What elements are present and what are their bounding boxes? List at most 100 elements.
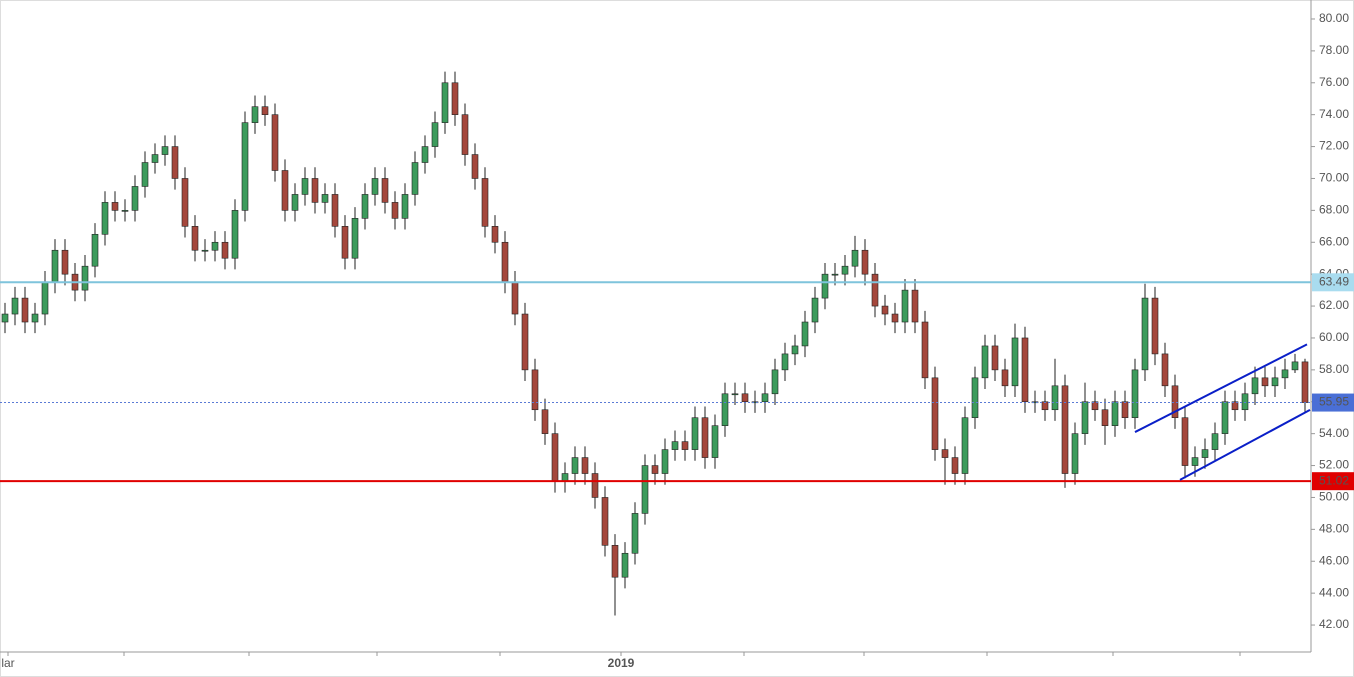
candle-body	[501, 241, 509, 283]
candle-body	[471, 154, 479, 179]
candle-body	[1181, 417, 1189, 466]
candle-body	[1201, 449, 1209, 458]
candle-body	[1151, 297, 1159, 355]
candle-body	[981, 345, 989, 379]
candle-body	[1001, 369, 1009, 387]
candle-body	[111, 202, 119, 211]
candle-body	[721, 393, 729, 426]
price-label: 51.02	[1319, 473, 1349, 487]
candle-body	[861, 249, 869, 275]
candle-body	[251, 106, 259, 123]
candle-body	[101, 202, 109, 235]
candle-body	[371, 178, 379, 195]
candle-body	[341, 226, 349, 259]
candle-body	[411, 162, 419, 195]
x-tick-label: 2019	[608, 656, 635, 670]
candle-body	[511, 281, 519, 315]
candle-body	[851, 249, 859, 267]
candle-body	[1141, 297, 1149, 371]
candle-body	[761, 393, 769, 403]
candle-body	[1081, 401, 1089, 434]
candle-body	[221, 241, 229, 259]
y-tick-label: 60.00	[1319, 330, 1349, 344]
trend-line	[1134, 343, 1308, 433]
candle-body	[1121, 401, 1129, 419]
candle-body	[1011, 337, 1019, 387]
y-tick-label: 74.00	[1319, 107, 1349, 121]
candle-body	[1111, 401, 1119, 426]
candle-body	[701, 417, 709, 458]
y-tick-label: 50.00	[1319, 490, 1349, 504]
candle-body	[661, 449, 669, 474]
candle-body	[281, 170, 289, 211]
candle-body	[811, 297, 819, 323]
candle-body	[971, 377, 979, 419]
candle-body	[351, 218, 359, 259]
candle-body	[1171, 385, 1179, 419]
y-tick-label: 78.00	[1319, 43, 1349, 57]
candle-body	[211, 241, 219, 251]
candle-body	[1101, 409, 1109, 426]
candle-body	[531, 369, 539, 411]
candle-body	[1061, 385, 1069, 474]
candle-body	[121, 210, 129, 212]
candle-body	[261, 106, 269, 115]
candle-body	[961, 417, 969, 474]
candle-body	[1251, 377, 1259, 395]
candle-body	[631, 513, 639, 554]
candle-body	[391, 202, 399, 219]
candle-body	[201, 249, 209, 252]
price-label-box	[1312, 273, 1354, 292]
candle-body	[681, 441, 689, 450]
candle-body	[361, 194, 369, 219]
candle-body	[1051, 385, 1059, 411]
candle-body	[11, 297, 19, 315]
candle-body	[901, 289, 909, 323]
price-label: 63.49	[1319, 274, 1349, 288]
candle-body	[241, 122, 249, 211]
candle-body	[321, 194, 329, 203]
candle-body	[741, 393, 749, 403]
candle-body	[441, 82, 449, 123]
y-tick-label: 52.00	[1319, 458, 1349, 472]
candle-body	[641, 465, 649, 514]
candle-body	[311, 178, 319, 203]
candle-body	[771, 369, 779, 395]
candle-body	[131, 186, 139, 211]
candle-body	[651, 465, 659, 474]
y-tick-label: 46.00	[1319, 553, 1349, 567]
candle-body	[951, 457, 959, 474]
candle-body	[621, 552, 629, 578]
candle-body	[581, 457, 589, 474]
y-tick-label: 72.00	[1319, 139, 1349, 153]
candle-body	[571, 457, 579, 474]
candle-body	[1, 313, 9, 323]
candle-body	[941, 449, 949, 458]
candle-body	[1211, 433, 1219, 450]
candle-body	[541, 409, 549, 434]
candle-body	[521, 313, 529, 371]
trend-line	[1179, 409, 1311, 481]
candle-body	[821, 273, 829, 299]
candle-body	[671, 441, 679, 450]
candle-body	[711, 425, 719, 458]
candle-body	[51, 249, 59, 283]
candle-body	[1091, 401, 1099, 411]
candle-body	[161, 146, 169, 155]
candle-body	[881, 305, 889, 315]
candle-body	[921, 321, 929, 379]
candle-body	[41, 281, 49, 315]
candle-body	[611, 545, 619, 578]
y-tick-label: 42.00	[1319, 617, 1349, 631]
candle-body	[61, 249, 69, 275]
candle-body	[181, 178, 189, 227]
candle-body	[871, 273, 879, 307]
candle-body	[891, 313, 899, 323]
y-tick-label: 70.00	[1319, 171, 1349, 185]
candle-body	[831, 273, 839, 276]
candle-body	[1191, 457, 1199, 466]
y-tick-label: 68.00	[1319, 203, 1349, 217]
x-tick-label: lar	[1, 656, 14, 670]
candle-body	[1161, 353, 1169, 387]
y-tick-label: 54.00	[1319, 426, 1349, 440]
